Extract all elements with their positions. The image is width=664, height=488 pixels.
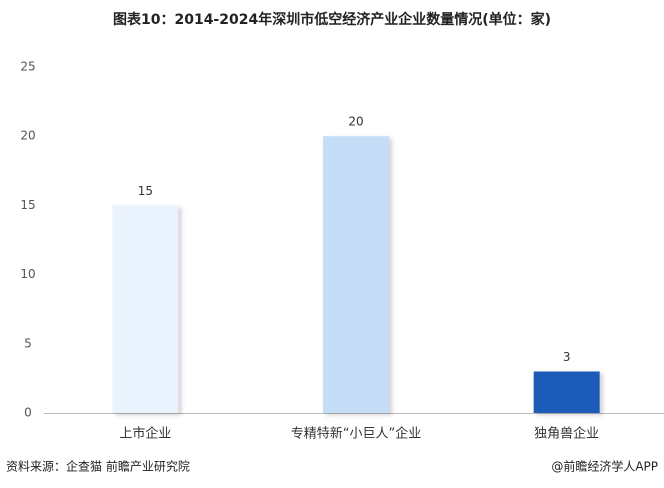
y-tick-label: 25: [20, 60, 35, 74]
data-label: 20: [348, 115, 363, 129]
bar: [112, 205, 179, 413]
data-label: 15: [138, 184, 153, 198]
bar: [533, 371, 600, 413]
x-tick-label: 独角兽企业: [534, 426, 599, 442]
y-tick-label: 0: [24, 406, 32, 420]
bar: [323, 136, 389, 413]
x-tick-label: 专精特新“小巨人”企业: [291, 426, 421, 442]
chart-title: 图表10：2014-2024年深圳市低空经济产业企业数量情况(单位：家): [113, 11, 551, 28]
x-tick-label: 上市企业: [119, 426, 171, 442]
source: 资料来源：企查猫 前瞻产业研究院: [6, 459, 190, 474]
y-tick-label: 5: [24, 336, 32, 350]
credit: @前瞻经济学人APP: [551, 459, 658, 474]
y-tick-label: 10: [20, 267, 35, 281]
y-tick-label: 15: [20, 198, 35, 212]
data-label: 3: [563, 350, 571, 364]
y-tick-label: 20: [20, 129, 35, 143]
